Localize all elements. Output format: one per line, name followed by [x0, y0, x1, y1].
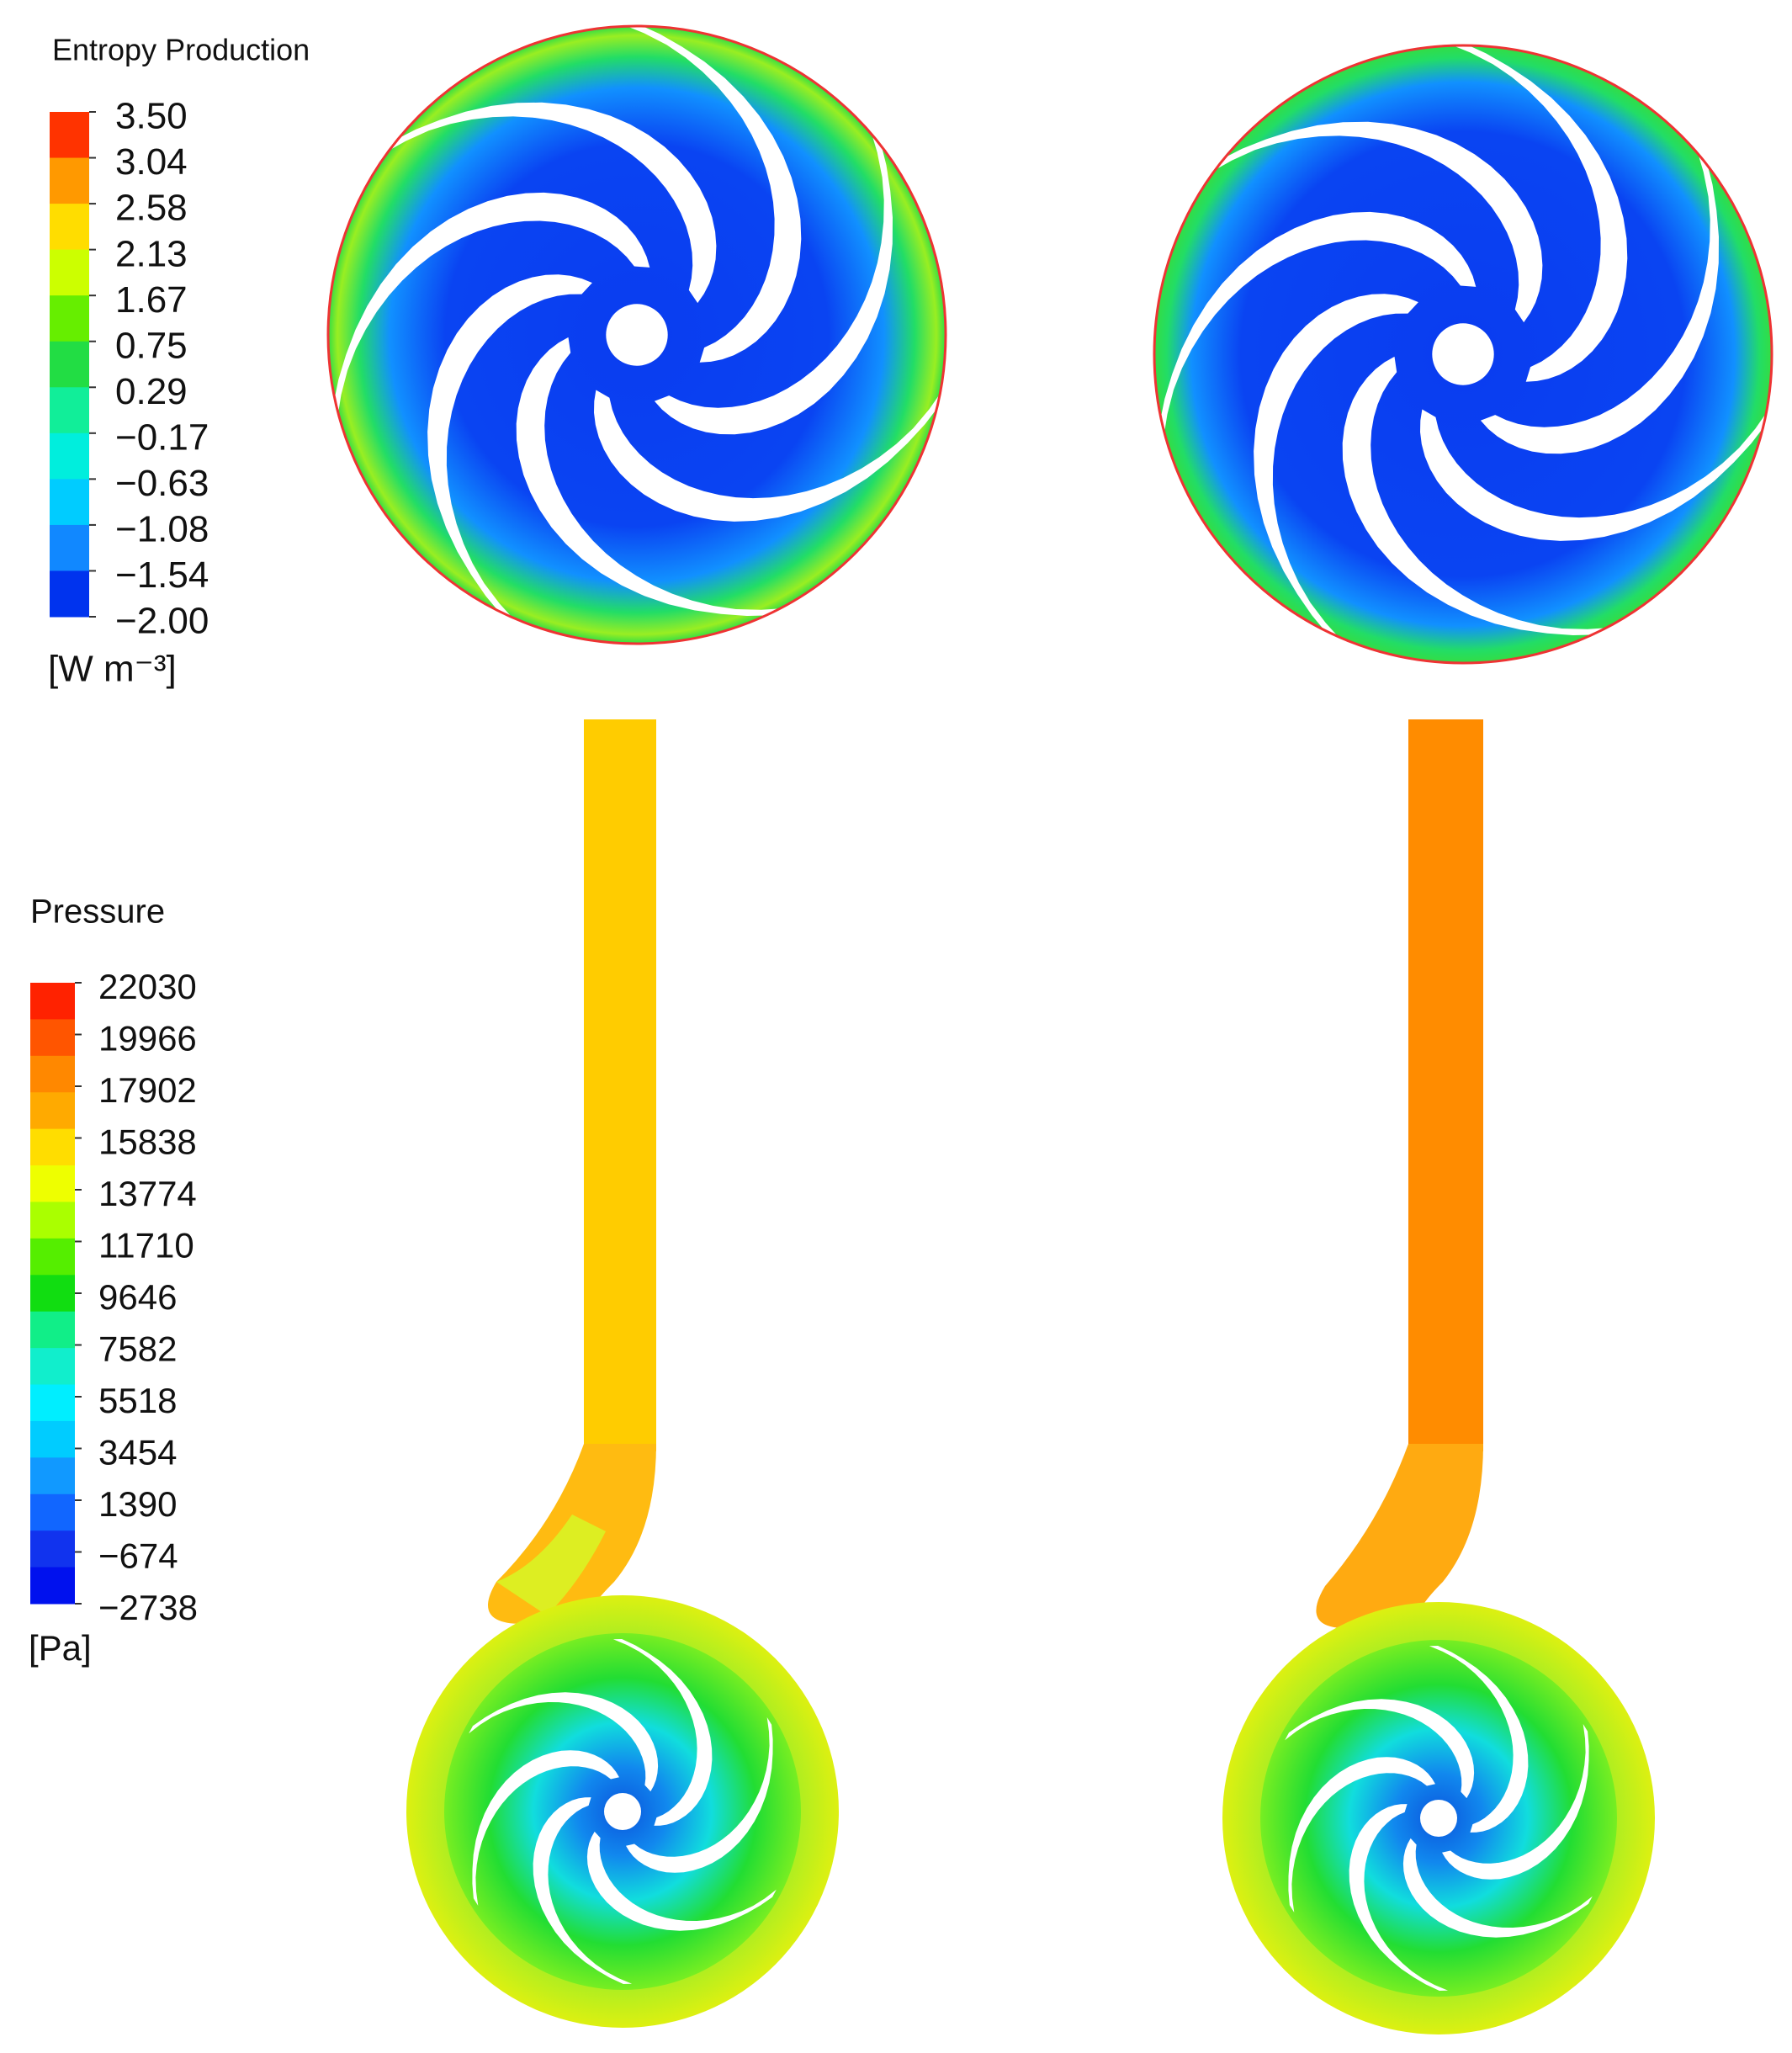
legend-label: 15838: [98, 1122, 197, 1162]
blade: [333, 192, 650, 421]
hub: [606, 304, 668, 366]
blade: [1442, 1724, 1589, 1880]
color-swatch: [50, 387, 89, 434]
blade: [1402, 1838, 1593, 1938]
color-swatch: [30, 1420, 75, 1458]
volute-throat: [496, 1515, 606, 1615]
legend-label: 13774: [98, 1174, 197, 1213]
blade: [1254, 294, 1418, 643]
color-swatch: [50, 479, 89, 526]
legend-label: 0.75: [115, 325, 188, 366]
outlet-pipe: [584, 719, 656, 1451]
color-swatch: [50, 341, 89, 388]
legend-label: 7582: [98, 1329, 177, 1369]
color-swatch: [50, 204, 89, 251]
legend-label: 3.50: [115, 96, 188, 137]
color-swatch: [30, 1238, 75, 1276]
legend-label: −1.54: [115, 554, 209, 596]
blade: [1288, 1757, 1435, 1912]
pressure-legend: Pressure 22030 19966 17902 15838 13774 11710 9…: [29, 894, 198, 1668]
color-swatch: [50, 249, 89, 296]
color-swatch: [30, 1530, 75, 1568]
color-swatch: [50, 295, 89, 342]
blade: [654, 127, 893, 435]
blade: [427, 274, 592, 623]
blade: [594, 387, 945, 522]
legend-label: 11710: [98, 1226, 194, 1265]
color-swatch: [30, 1055, 75, 1093]
outlet-pipe: [1408, 719, 1483, 1451]
blade: [1285, 1699, 1475, 1799]
hub: [604, 1793, 641, 1830]
blade: [1342, 356, 1614, 635]
legend-label: 0.29: [115, 371, 188, 412]
legend-label: 2.58: [115, 188, 188, 229]
legend-label: −1.08: [115, 509, 209, 550]
legend-label: 17902: [98, 1070, 197, 1110]
pump-contours: [488, 719, 1483, 1628]
legend-label: 19966: [98, 1019, 197, 1058]
color-swatch: [30, 1567, 75, 1605]
entropy-legend: Entropy Production 3.503.042.582.131.670…: [48, 33, 310, 690]
color-swatch: [30, 1165, 75, 1202]
legend-label: 2.13: [115, 233, 188, 274]
blade: [472, 1750, 619, 1906]
impellers: [326, 23, 1773, 2034]
blade: [1159, 211, 1477, 440]
legend-label: −2738: [98, 1588, 198, 1627]
color-swatch: [50, 432, 89, 480]
blade: [1480, 146, 1719, 454]
legend-label: 5518: [98, 1381, 177, 1420]
hub: [1432, 323, 1494, 385]
color-swatch: [50, 157, 89, 204]
legend-label: 22030: [98, 967, 197, 1006]
blade: [516, 337, 787, 616]
color-swatch: [50, 570, 89, 618]
color-swatch: [30, 1275, 75, 1313]
legend-label: −674: [98, 1536, 178, 1576]
color-swatch: [30, 1348, 75, 1386]
hub: [1420, 1800, 1457, 1837]
color-swatch: [30, 1128, 75, 1166]
legend-label: 9646: [98, 1277, 177, 1317]
legend-label: −0.63: [115, 463, 209, 504]
legend-label: −2.00: [115, 601, 209, 642]
color-swatch: [30, 983, 75, 1020]
color-swatch: [30, 1311, 75, 1349]
color-swatch: [30, 1202, 75, 1239]
legend-label: 3.04: [115, 141, 188, 183]
legend-label: −0.17: [115, 416, 209, 458]
legend-title: Pressure: [30, 894, 165, 931]
color-swatch: [50, 112, 89, 159]
color-swatch: [30, 1019, 75, 1057]
rim: [326, 24, 947, 645]
color-swatch: [50, 524, 89, 571]
legend-title: Entropy Production: [52, 33, 310, 67]
blade: [1420, 406, 1771, 541]
blade: [1209, 121, 1543, 323]
blade: [626, 1717, 773, 1873]
color-swatch: [30, 1092, 75, 1130]
color-swatch: [30, 1384, 75, 1422]
rim: [1153, 44, 1773, 665]
legend-unit: [W m⁻³]: [48, 649, 177, 690]
blade: [586, 1831, 777, 1931]
color-swatch: [30, 1493, 75, 1531]
legend-label: 3454: [98, 1433, 177, 1472]
volute-tongue: [1316, 1444, 1483, 1628]
blade: [469, 1692, 659, 1792]
blade: [383, 102, 717, 304]
legend-label: 1.67: [115, 279, 188, 321]
legend-unit: [Pa]: [29, 1628, 92, 1668]
legend-label: 1390: [98, 1484, 177, 1524]
color-swatch: [30, 1457, 75, 1495]
